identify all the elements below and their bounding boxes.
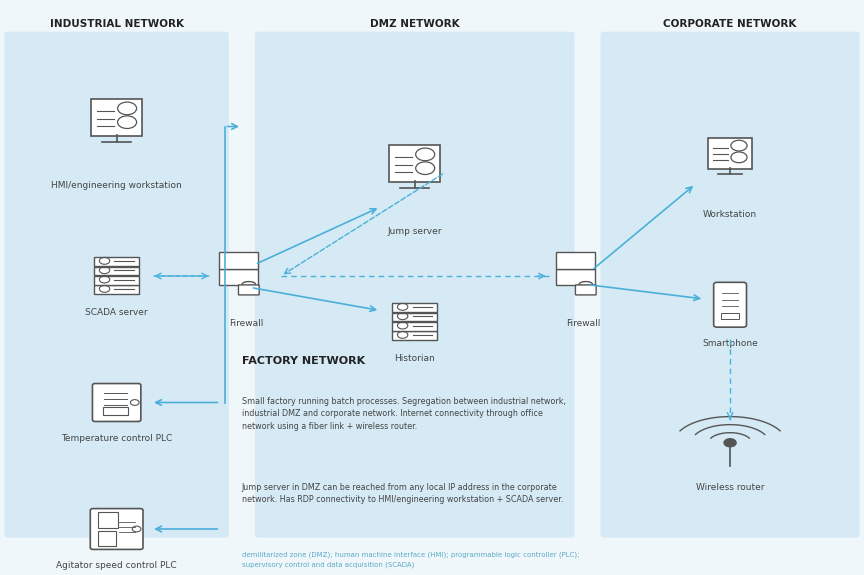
FancyBboxPatch shape bbox=[219, 269, 258, 285]
Text: Small factory running batch processes. Segregation between industrial network,
i: Small factory running batch processes. S… bbox=[242, 397, 566, 431]
FancyBboxPatch shape bbox=[255, 32, 575, 538]
Text: Smartphone: Smartphone bbox=[702, 339, 758, 348]
FancyBboxPatch shape bbox=[94, 257, 139, 266]
Text: Firewall: Firewall bbox=[229, 319, 264, 328]
FancyBboxPatch shape bbox=[4, 32, 229, 538]
FancyBboxPatch shape bbox=[392, 313, 437, 321]
Text: Agitator speed control PLC: Agitator speed control PLC bbox=[56, 561, 177, 570]
FancyBboxPatch shape bbox=[98, 531, 116, 546]
FancyBboxPatch shape bbox=[91, 508, 143, 550]
FancyBboxPatch shape bbox=[94, 285, 139, 294]
FancyBboxPatch shape bbox=[98, 512, 118, 528]
FancyBboxPatch shape bbox=[714, 282, 746, 327]
Text: Jump server: Jump server bbox=[387, 227, 442, 236]
FancyBboxPatch shape bbox=[238, 285, 259, 295]
Text: Wireless router: Wireless router bbox=[696, 483, 765, 492]
Text: Historian: Historian bbox=[394, 354, 435, 363]
FancyBboxPatch shape bbox=[721, 313, 740, 320]
FancyBboxPatch shape bbox=[556, 269, 595, 285]
FancyBboxPatch shape bbox=[392, 322, 437, 331]
Text: CORPORATE NETWORK: CORPORATE NETWORK bbox=[664, 19, 797, 29]
FancyBboxPatch shape bbox=[94, 276, 139, 285]
FancyBboxPatch shape bbox=[94, 267, 139, 275]
Text: demilitarized zone (DMZ); human machine interface (HMI); programmable logic cont: demilitarized zone (DMZ); human machine … bbox=[242, 552, 580, 568]
FancyBboxPatch shape bbox=[103, 407, 129, 415]
FancyBboxPatch shape bbox=[219, 252, 258, 269]
FancyBboxPatch shape bbox=[556, 252, 595, 269]
Text: DMZ NETWORK: DMZ NETWORK bbox=[370, 19, 460, 29]
FancyBboxPatch shape bbox=[392, 331, 437, 340]
Circle shape bbox=[724, 439, 736, 447]
FancyBboxPatch shape bbox=[92, 384, 141, 421]
Text: FACTORY NETWORK: FACTORY NETWORK bbox=[242, 356, 365, 366]
FancyBboxPatch shape bbox=[600, 32, 860, 538]
Text: HMI/engineering workstation: HMI/engineering workstation bbox=[51, 181, 182, 190]
Text: Temperature control PLC: Temperature control PLC bbox=[61, 434, 172, 443]
Text: SCADA server: SCADA server bbox=[86, 308, 148, 317]
Text: Workstation: Workstation bbox=[703, 210, 757, 219]
FancyBboxPatch shape bbox=[92, 99, 142, 136]
Text: INDUSTRIAL NETWORK: INDUSTRIAL NETWORK bbox=[49, 19, 184, 29]
Text: Firewall: Firewall bbox=[566, 319, 600, 328]
Text: Jump server in DMZ can be reached from any local IP address in the corporate
net: Jump server in DMZ can be reached from a… bbox=[242, 483, 563, 504]
FancyBboxPatch shape bbox=[389, 145, 440, 182]
FancyBboxPatch shape bbox=[392, 303, 437, 312]
FancyBboxPatch shape bbox=[708, 138, 752, 170]
FancyBboxPatch shape bbox=[575, 285, 596, 295]
